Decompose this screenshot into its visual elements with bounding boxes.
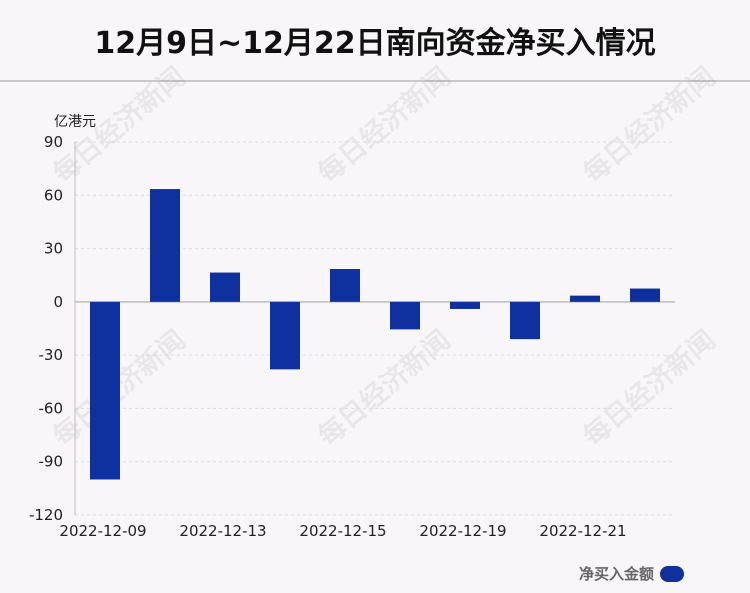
bar — [630, 288, 660, 302]
x-tick-label: 2022-12-15 — [299, 522, 386, 540]
legend-label: 净买入金额 — [578, 565, 654, 583]
bar — [270, 301, 300, 370]
watermark-text: 每日经济新闻 — [312, 61, 457, 190]
y-tick-label: 0 — [53, 293, 63, 311]
y-tick-label: 30 — [44, 240, 63, 258]
y-axis-unit-label: 亿港元 — [54, 114, 96, 130]
watermark-text: 每日经济新闻 — [577, 324, 722, 453]
legend: 净买入金额 — [579, 563, 684, 584]
x-tick-label: 2022-12-13 — [179, 522, 266, 540]
bar — [390, 301, 420, 330]
bar — [90, 301, 120, 480]
chart-title: 12月9日~12月22日南向资金净买入情况 — [94, 26, 656, 61]
y-tick-label: -120 — [29, 506, 63, 524]
bar — [150, 189, 180, 302]
x-tick-label: 2022-12-09 — [59, 522, 146, 540]
y-tick-labels: 90 60 30 0 -30 -60 -90 -120 — [29, 133, 63, 524]
y-tick-label: 90 — [44, 133, 63, 151]
watermark-text: 每日经济新闻 — [577, 61, 722, 190]
grid-lines — [75, 141, 675, 516]
y-tick-label: -30 — [39, 346, 64, 364]
title-divider — [0, 80, 750, 82]
bar — [570, 295, 600, 302]
bar — [210, 272, 240, 302]
x-tick-label: 2022-12-19 — [419, 522, 506, 540]
x-tick-labels: 2022-12-09 2022-12-13 2022-12-15 2022-12-19… — [59, 522, 626, 540]
y-tick-label: 60 — [44, 186, 63, 204]
x-tick-label: 2022-12-21 — [539, 522, 626, 540]
bar — [330, 268, 360, 302]
y-tick-label: -90 — [39, 453, 64, 471]
legend-swatch — [660, 565, 684, 582]
bar — [450, 301, 480, 309]
y-tick-label: -60 — [39, 399, 64, 417]
bars — [90, 189, 660, 480]
watermark-text: 每日经济新闻 — [312, 324, 457, 453]
watermark-layer: 每日经济新闻每日经济新闻每日经济新闻每日经济新闻每日经济新闻每日经济新闻 — [47, 61, 722, 453]
bar — [510, 301, 540, 340]
